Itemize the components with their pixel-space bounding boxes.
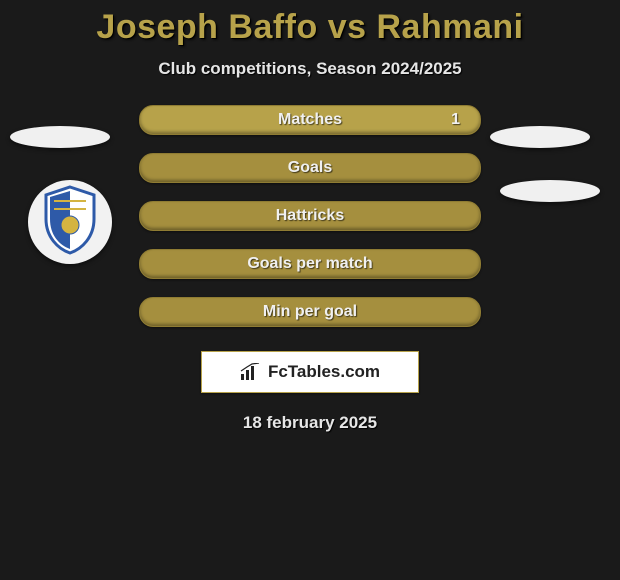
comparison-widget: Joseph Baffo vs Rahmani Club competition… [0,0,620,580]
stat-value: 1 [451,111,460,129]
brand-link[interactable]: FcTables.com [201,351,419,393]
stat-label: Goals per match [247,255,372,273]
player-oval-right-1 [490,126,590,148]
player-oval-right-2 [500,180,600,202]
stat-bar-hattricks: Hattricks [139,201,481,231]
stat-label: Hattricks [276,207,344,225]
date-line: 18 february 2025 [0,413,620,433]
player-oval-left [10,126,110,148]
stat-bar-gpm: Goals per match [139,249,481,279]
stat-label: Matches [278,111,342,129]
page-subtitle: Club competitions, Season 2024/2025 [0,59,620,79]
stat-bar-goals: Goals [139,153,481,183]
stat-bar-matches: Matches 1 [139,105,481,135]
stat-bar-mpg: Min per goal [139,297,481,327]
shield-icon [42,185,98,260]
bar-chart-icon [240,363,262,381]
stat-label: Min per goal [263,303,357,321]
club-crest [28,180,112,264]
page-title: Joseph Baffo vs Rahmani [0,0,620,47]
stat-label: Goals [288,159,332,177]
brand-text: FcTables.com [268,362,380,382]
